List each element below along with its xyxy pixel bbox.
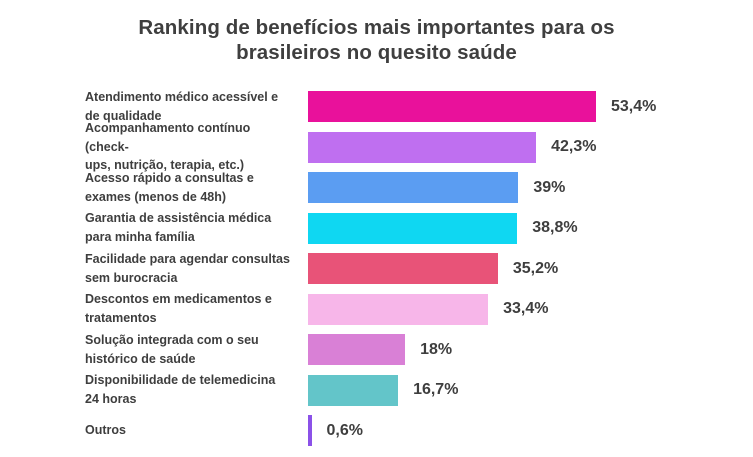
bar-row: Solução integrada com o seu histórico de… [85, 333, 753, 366]
bar-row: Disponibilidade de telemedicina 24 horas… [85, 373, 753, 406]
value-label: 38,8% [532, 219, 578, 236]
value-label: 39% [533, 178, 566, 196]
bar-row: Acompanhamento contínuo (check- ups, nut… [85, 121, 753, 173]
value-label: 18% [420, 340, 453, 358]
category-label: Atendimento médico acessível e de qualid… [85, 89, 279, 123]
category-label: Garantia de assistência médica para minh… [85, 211, 272, 244]
category-label: Disponibilidade de telemedicina 24 horas [85, 373, 276, 406]
category-label: Descontos em medicamentos e tratamentos [85, 292, 272, 325]
category-label: Acesso rápido a consultas e exames (meno… [85, 170, 254, 204]
bar [308, 374, 399, 406]
bar [308, 253, 498, 284]
bar [308, 91, 596, 122]
bar [308, 415, 312, 446]
value-label: 16,7% [413, 381, 459, 398]
chart-page: Ranking de benefícios mais importantes p… [0, 15, 753, 457]
category-label: Acompanhamento contínuo (check- ups, nut… [85, 120, 251, 173]
category-label: Facilidade para agendar consultas sem bu… [85, 251, 290, 285]
category-label: Solução integrada com o seu histórico de… [85, 332, 259, 366]
bar [308, 293, 489, 325]
bar [308, 172, 519, 203]
category-label: Outros [85, 423, 126, 438]
bar [308, 212, 518, 244]
bar-row: Descontos em medicamentos e tratamentos 3… [85, 292, 753, 325]
bar-row: Atendimento médico acessível e de qualid… [85, 90, 753, 123]
bar-rows: Atendimento médico acessível e de qualid… [0, 90, 753, 446]
bar-row: Outros 0,6% [85, 415, 753, 446]
bar [308, 334, 406, 365]
value-label: 53,4% [611, 97, 657, 115]
bar-row: Facilidade para agendar consultas sem bu… [85, 252, 753, 285]
bar-row: Garantia de assistência médica para minh… [85, 211, 753, 244]
value-label: 42,3% [551, 138, 597, 155]
value-label: 35,2% [512, 259, 559, 277]
chart-title: Ranking de benefícios mais importantes p… [138, 16, 615, 64]
bar [308, 131, 537, 163]
value-label: 0,6% [326, 421, 363, 439]
value-label: 33,4% [503, 300, 549, 317]
bar-row: Acesso rápido a consultas e exames (meno… [85, 171, 753, 204]
